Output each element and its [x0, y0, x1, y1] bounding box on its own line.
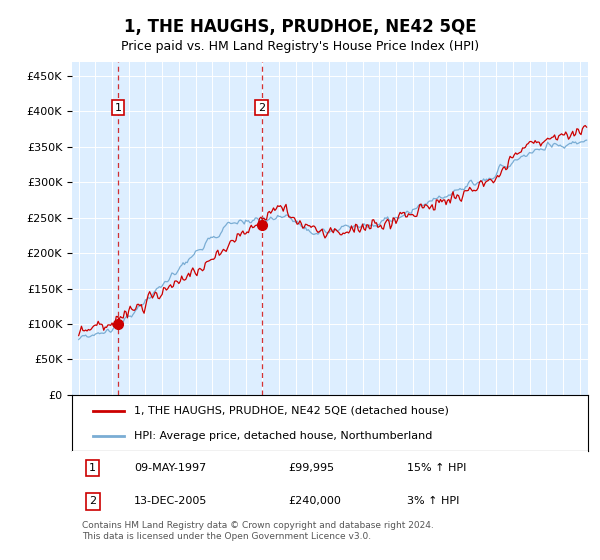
Text: £99,995: £99,995	[289, 463, 335, 473]
Text: 09-MAY-1997: 09-MAY-1997	[134, 463, 206, 473]
Text: 1: 1	[115, 102, 122, 113]
Text: Contains HM Land Registry data © Crown copyright and database right 2024.
This d: Contains HM Land Registry data © Crown c…	[82, 521, 434, 540]
Text: 2: 2	[258, 102, 265, 113]
Text: 1: 1	[89, 463, 96, 473]
Text: 1, THE HAUGHS, PRUDHOE, NE42 5QE: 1, THE HAUGHS, PRUDHOE, NE42 5QE	[124, 18, 476, 36]
Text: Price paid vs. HM Land Registry's House Price Index (HPI): Price paid vs. HM Land Registry's House …	[121, 40, 479, 53]
Text: 3% ↑ HPI: 3% ↑ HPI	[407, 496, 460, 506]
Text: HPI: Average price, detached house, Northumberland: HPI: Average price, detached house, Nort…	[134, 431, 432, 441]
Text: £240,000: £240,000	[289, 496, 341, 506]
Text: 15% ↑ HPI: 15% ↑ HPI	[407, 463, 467, 473]
Text: 13-DEC-2005: 13-DEC-2005	[134, 496, 207, 506]
Text: 2: 2	[89, 496, 96, 506]
Text: 1, THE HAUGHS, PRUDHOE, NE42 5QE (detached house): 1, THE HAUGHS, PRUDHOE, NE42 5QE (detach…	[134, 406, 449, 416]
